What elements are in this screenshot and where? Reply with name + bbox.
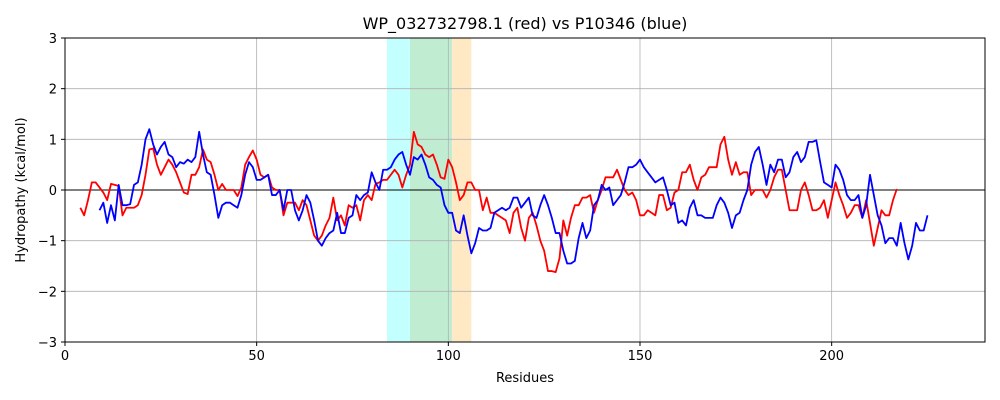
y-axis-label: Hydropathy (kcal/mol) — [14, 117, 29, 262]
x-axis-ticks: 0 50 100 150 200 — [61, 342, 844, 364]
x-tick-label: 200 — [819, 349, 844, 364]
y-axis-ticks: −3 −2 −1 0 1 2 3 — [38, 32, 65, 351]
y-tick-label: 1 — [49, 133, 57, 148]
x-tick-label: 0 — [61, 349, 69, 364]
x-axis-label: Residues — [496, 371, 554, 386]
y-tick-label: 3 — [49, 32, 57, 47]
y-tick-label: 2 — [49, 83, 57, 98]
y-tick-label: −1 — [38, 235, 57, 250]
x-tick-label: 150 — [628, 349, 653, 364]
series-group — [79, 128, 929, 273]
x-tick-label: 100 — [436, 349, 461, 364]
y-tick-label: 0 — [49, 184, 57, 199]
chart-title: WP_032732798.1 (red) vs P10346 (blue) — [363, 14, 688, 34]
y-tick-label: −3 — [38, 336, 57, 351]
y-tick-label: −2 — [38, 285, 57, 300]
red-series-line — [79, 130, 898, 273]
x-tick-label: 50 — [248, 349, 265, 364]
blue-series-line — [98, 128, 929, 265]
